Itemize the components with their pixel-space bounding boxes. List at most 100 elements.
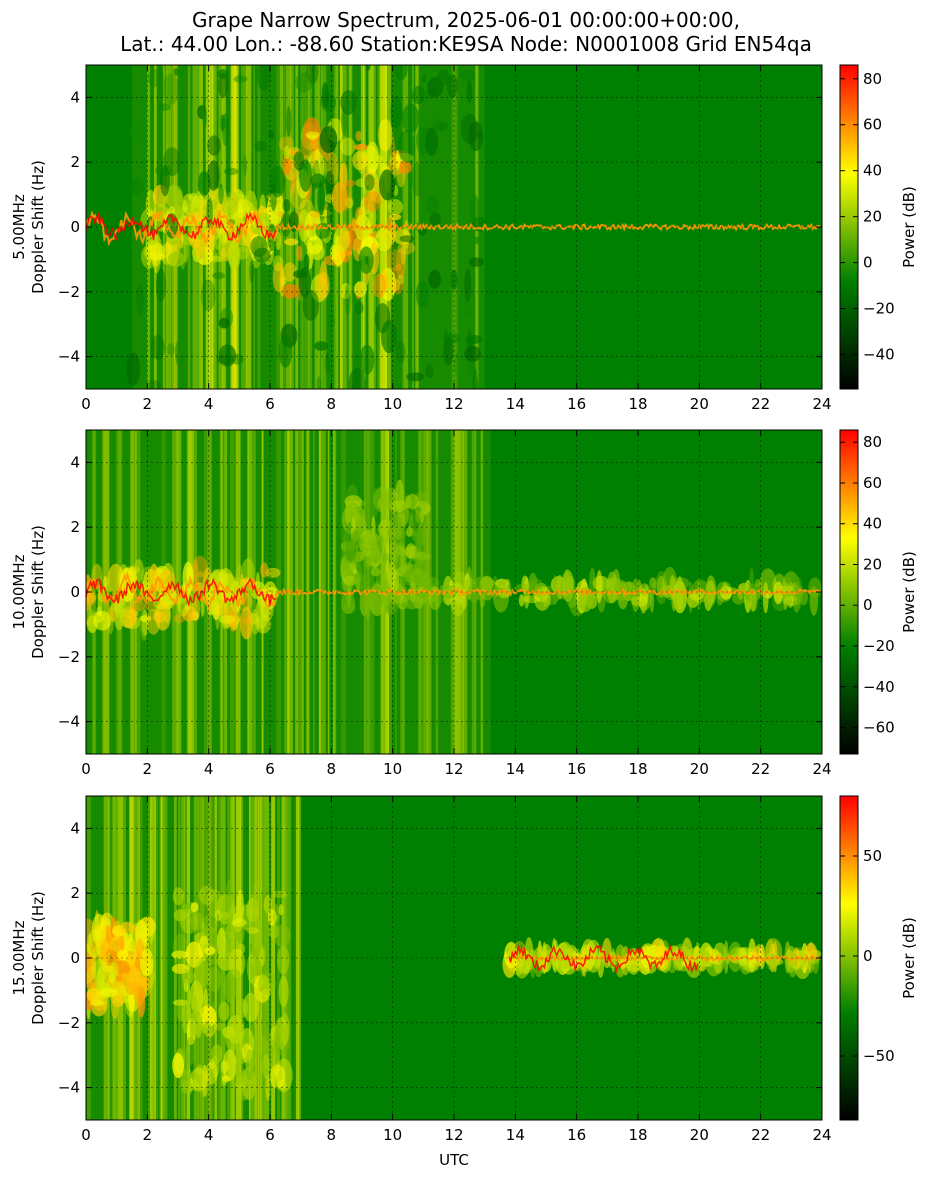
colorbar-tick-label: −40 bbox=[863, 346, 895, 364]
burst-mark bbox=[391, 500, 408, 512]
burst-mark bbox=[787, 949, 798, 978]
burst-mark bbox=[415, 527, 423, 553]
x-tick-label: 22 bbox=[751, 395, 770, 413]
spectral-streak bbox=[164, 796, 168, 1120]
burst-mark bbox=[306, 236, 323, 255]
burst-mark bbox=[250, 942, 266, 970]
colorbar-tick-label: 40 bbox=[863, 515, 882, 533]
burst-mark bbox=[249, 915, 262, 948]
burst-mark bbox=[319, 126, 338, 154]
burst-mark bbox=[270, 183, 277, 212]
burst-mark bbox=[167, 342, 175, 356]
burst-mark bbox=[282, 199, 291, 213]
burst-mark bbox=[476, 132, 482, 139]
burst-mark bbox=[201, 1021, 212, 1035]
frequency-label: 5.00MHz bbox=[10, 194, 28, 260]
burst-mark bbox=[137, 986, 146, 1018]
burst-mark bbox=[193, 958, 210, 990]
burst-mark bbox=[132, 922, 143, 933]
burst-mark bbox=[390, 95, 403, 129]
burst-mark bbox=[109, 961, 119, 979]
burst-mark bbox=[213, 251, 231, 262]
burst-mark bbox=[275, 1028, 281, 1061]
burst-mark bbox=[190, 1067, 208, 1092]
colorbar-tick-label: 0 bbox=[863, 596, 873, 614]
burst-mark bbox=[278, 334, 293, 368]
burst-mark bbox=[171, 963, 190, 974]
y-tick-label: −2 bbox=[58, 648, 80, 666]
x-tick-label: 4 bbox=[204, 1126, 214, 1144]
carrier-hot-trace bbox=[86, 211, 277, 242]
burst-mark bbox=[86, 929, 102, 959]
burst-mark bbox=[324, 193, 335, 203]
burst-mark bbox=[596, 570, 603, 604]
burst-mark bbox=[278, 904, 284, 916]
burst-mark bbox=[365, 65, 371, 72]
burst-mark bbox=[182, 561, 194, 595]
burst-mark bbox=[283, 145, 290, 160]
y-tick-label: 0 bbox=[70, 583, 80, 601]
burst-mark bbox=[263, 895, 273, 915]
burst-mark bbox=[436, 243, 449, 269]
burst-mark bbox=[218, 344, 237, 367]
x-tick-label: 12 bbox=[444, 1126, 463, 1144]
burst-mark bbox=[400, 243, 406, 265]
burst-mark bbox=[387, 199, 403, 216]
burst-mark bbox=[117, 949, 129, 961]
burst-mark bbox=[297, 209, 310, 242]
burst-mark bbox=[412, 86, 426, 105]
spectral-streak bbox=[247, 430, 250, 754]
burst-mark bbox=[125, 352, 141, 386]
colorbar-tick-label: −40 bbox=[863, 678, 895, 696]
burst-mark bbox=[319, 261, 328, 287]
y-axis-label: Doppler Shift (Hz) bbox=[29, 525, 47, 659]
x-tick-label: 2 bbox=[143, 760, 153, 778]
burst-mark bbox=[229, 248, 241, 261]
burst-mark bbox=[754, 579, 761, 588]
burst-mark bbox=[282, 155, 292, 176]
burst-mark bbox=[372, 155, 384, 163]
burst-mark bbox=[296, 245, 303, 261]
colorbar-tick-label: −20 bbox=[863, 637, 895, 655]
burst-mark bbox=[107, 563, 124, 595]
burst-mark bbox=[148, 252, 166, 261]
burst-mark bbox=[298, 267, 311, 298]
burst-mark bbox=[275, 202, 285, 219]
burst-mark bbox=[302, 289, 320, 321]
burst-mark bbox=[671, 585, 677, 612]
colorbar-label: Power (dB) bbox=[900, 186, 918, 268]
burst-mark bbox=[375, 228, 393, 252]
burst-mark bbox=[386, 529, 396, 538]
burst-mark bbox=[312, 159, 321, 191]
burst-mark bbox=[330, 244, 336, 261]
burst-mark bbox=[197, 571, 204, 578]
burst-mark bbox=[397, 129, 416, 163]
x-tick-label: 4 bbox=[204, 395, 214, 413]
x-tick-label: 16 bbox=[567, 760, 586, 778]
burst-mark bbox=[521, 575, 529, 594]
figure-title: Grape Narrow Spectrum, 2025-06-01 00:00:… bbox=[0, 8, 932, 56]
burst-mark bbox=[472, 368, 479, 389]
burst-mark bbox=[317, 182, 326, 216]
burst-mark bbox=[395, 149, 401, 170]
x-tick-label: 6 bbox=[265, 760, 275, 778]
burst-mark bbox=[365, 549, 383, 567]
burst-mark bbox=[152, 242, 161, 274]
burst-mark bbox=[218, 317, 230, 329]
burst-mark bbox=[386, 249, 404, 271]
burst-mark bbox=[151, 334, 165, 361]
burst-mark bbox=[188, 957, 194, 984]
burst-mark bbox=[316, 376, 322, 389]
colorbar-label: Power (dB) bbox=[900, 917, 918, 999]
burst-mark bbox=[207, 1010, 217, 1021]
burst-mark bbox=[464, 345, 482, 362]
burst-mark bbox=[402, 103, 420, 134]
burst-mark bbox=[378, 557, 388, 565]
burst-mark bbox=[99, 987, 118, 998]
burst-mark bbox=[247, 953, 255, 984]
burst-mark bbox=[173, 67, 179, 76]
burst-mark bbox=[98, 953, 108, 970]
burst-mark bbox=[241, 1067, 258, 1101]
burst-mark bbox=[233, 75, 248, 83]
burst-mark bbox=[631, 595, 649, 607]
